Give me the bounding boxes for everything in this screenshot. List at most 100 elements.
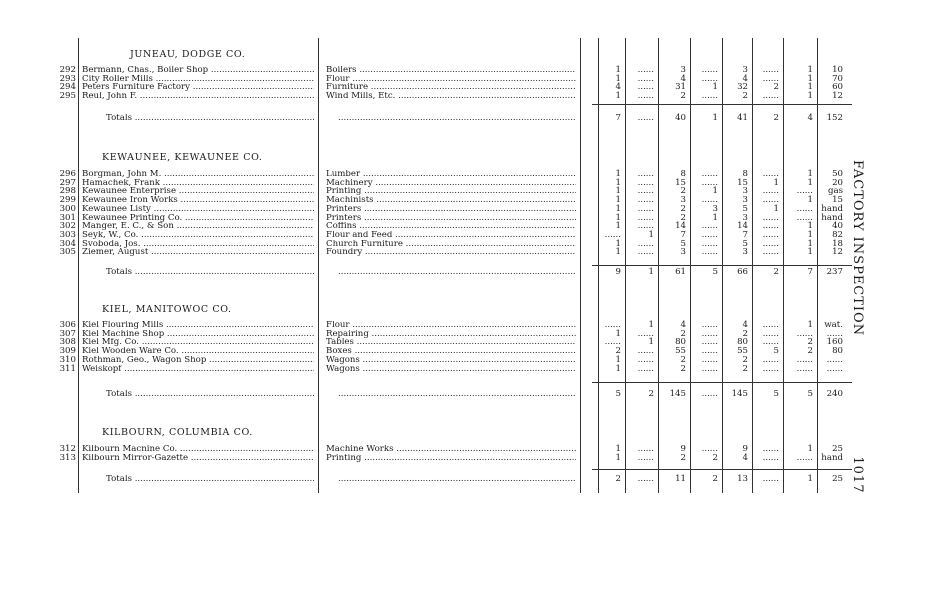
cell-value: 1 [615, 203, 621, 214]
cell-value: ...... [637, 212, 654, 223]
row-number: 298 [59, 186, 76, 197]
establishment-name: Ziemer, August .........................… [82, 248, 314, 258]
cell-value: hand [821, 203, 843, 214]
business-type: Coffins ................................… [326, 222, 576, 232]
cell-value: 1 [615, 169, 621, 179]
business-type: Machinery ..............................… [326, 178, 576, 188]
cell-value: 1 [615, 354, 621, 365]
cell-value: ...... [637, 65, 654, 75]
cell-value: ...... [637, 328, 654, 339]
section-heading: JUNEAU, DODGE CO. [130, 49, 246, 60]
section-heading: KEWAUNEE, KEWAUNEE CO. [102, 152, 263, 163]
cell-value: ...... [637, 177, 654, 188]
row-number: 302 [59, 221, 76, 232]
cell-value: ...... [701, 195, 718, 206]
cell-value: ...... [637, 363, 654, 374]
total-value: 5 [712, 267, 718, 277]
total-value: 2 [615, 474, 621, 484]
total-value: 1 [712, 113, 718, 123]
cell-value: 3 [742, 212, 748, 223]
cell-value: 1 [807, 444, 813, 454]
cell-value: 2 [680, 363, 686, 374]
cell-value: 40 [832, 221, 843, 232]
cell-value: ...... [762, 212, 779, 223]
business-type: Boilers ................................… [326, 66, 576, 75]
cell-value: ...... [604, 337, 621, 348]
total-value: 4 [807, 113, 813, 123]
cell-value: 5 [773, 346, 779, 357]
total-value: 145 [731, 389, 748, 399]
cell-value: 1 [712, 82, 718, 93]
cell-value: 1 [807, 82, 813, 93]
cell-value: 1 [807, 177, 813, 188]
cell-value: ...... [701, 238, 718, 249]
cell-value: 1 [648, 337, 654, 348]
running-header: FACTORY INSPECTION 1017 [850, 160, 865, 494]
cell-value: 2 [712, 452, 718, 463]
establishment-name: Kiel Mfg. Co. ..........................… [82, 338, 314, 348]
business-type: Printing ...............................… [326, 187, 576, 197]
cell-value: 7 [742, 229, 748, 240]
cell-value: 3 [742, 186, 748, 197]
cell-value: 1 [615, 195, 621, 206]
establishment-name: Kewaunee Printing Co. ..................… [82, 213, 314, 223]
running-header-title: FACTORY INSPECTION [850, 160, 865, 337]
cell-value: 3 [742, 247, 748, 258]
cell-value: 5 [680, 238, 686, 249]
row-number: 294 [59, 82, 76, 93]
cell-value: ...... [762, 169, 779, 179]
cell-value: 1 [615, 444, 621, 454]
cell-value: ...... [604, 229, 621, 240]
cell-value: 1 [807, 91, 813, 102]
establishment-name: Rothman, Geo., Wagon Shop ..............… [82, 355, 314, 365]
cell-value: 9 [742, 444, 748, 454]
cell-value: ...... [762, 452, 779, 463]
business-type-blank: ........................................… [338, 390, 576, 399]
cell-value: 1 [807, 73, 813, 84]
total-value: 61 [675, 267, 686, 277]
cell-value: gas [827, 186, 843, 197]
cell-value: 1 [712, 186, 718, 197]
cell-value: 4 [742, 320, 748, 330]
column-rule [580, 38, 581, 493]
total-value: 1 [807, 474, 813, 484]
establishment-name: Borgman, John M. .......................… [82, 170, 314, 179]
cell-value: 7 [680, 229, 686, 240]
total-value: 41 [737, 113, 748, 123]
cell-value: 1 [615, 65, 621, 75]
cell-value: 1 [773, 203, 779, 214]
cell-value: 10 [832, 65, 843, 75]
business-type: Machinists .............................… [326, 196, 576, 206]
establishment-name: Kilbourn Mirror-Gazette ................… [82, 453, 314, 463]
cell-value: 1 [615, 247, 621, 258]
page-number: 1017 [850, 456, 865, 494]
totals-label: Totals .................................… [106, 268, 314, 277]
cell-value: 60 [832, 82, 843, 93]
cell-value: 2 [680, 212, 686, 223]
total-value: 9 [615, 267, 621, 277]
business-type: Flour and Feed .........................… [326, 230, 576, 240]
cell-value: 4 [680, 320, 686, 330]
total-value: 13 [737, 474, 748, 484]
cell-value: 4 [742, 73, 748, 84]
cell-value: ...... [637, 238, 654, 249]
cell-value: ...... [701, 363, 718, 374]
cell-value: 8 [742, 169, 748, 179]
totals-rule [592, 469, 852, 470]
cell-value: 1 [615, 212, 621, 223]
total-value: 5 [807, 389, 813, 399]
row-number: 293 [59, 73, 76, 84]
cell-value: 14 [737, 221, 748, 232]
cell-value: 2 [742, 91, 748, 102]
cell-value: 18 [832, 238, 843, 249]
establishment-name: Manger, E. C., & Son ...................… [82, 222, 314, 232]
row-number: 292 [59, 65, 76, 75]
total-value: 2 [773, 113, 779, 123]
total-value: ...... [762, 474, 779, 484]
cell-value: ...... [762, 337, 779, 348]
cell-value: 12 [832, 91, 843, 102]
establishment-name: Bermann, Chas., Boiler Shop ............… [82, 66, 314, 75]
establishment-name: Kilbourn Macnine Co. ...................… [82, 445, 314, 454]
cell-value: ...... [762, 221, 779, 232]
business-type: Foundry ................................… [326, 248, 576, 258]
